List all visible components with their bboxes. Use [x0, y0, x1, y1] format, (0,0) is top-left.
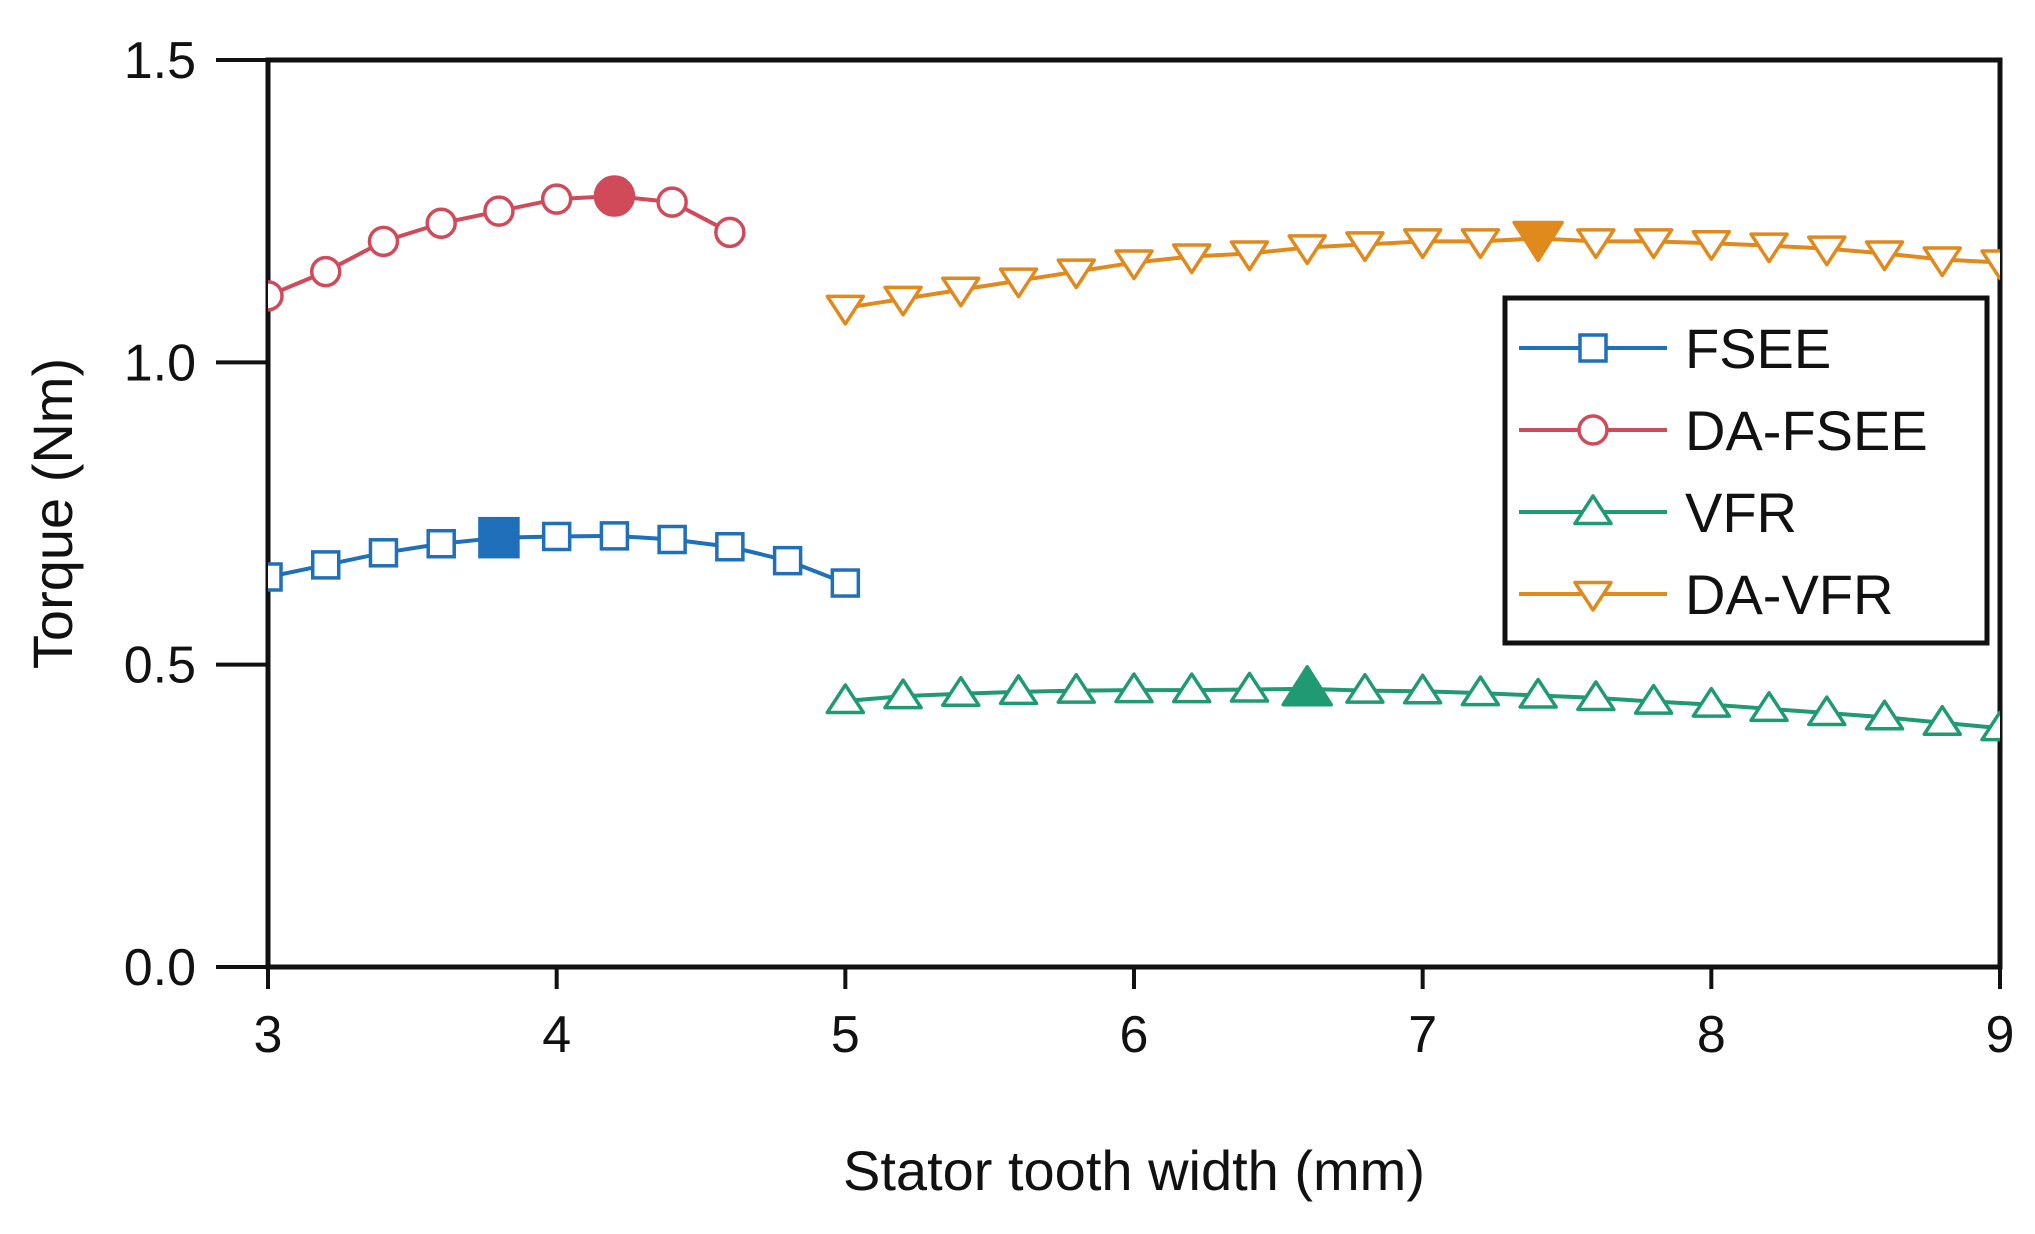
- y-tick-label: 1.0: [124, 334, 196, 392]
- legend-item-da-fsee: DA-FSEE: [1519, 399, 1928, 462]
- x-tick-label: 4: [542, 1006, 571, 1064]
- legend-label-da-vfr: DA-VFR: [1685, 563, 1893, 626]
- data-point-fsee: [599, 521, 630, 551]
- data-point-da-vfr: [1980, 249, 2000, 281]
- optimum-point-vfr: [1281, 665, 1333, 707]
- series-fsee: [268, 516, 861, 598]
- data-point-vfr: [1229, 671, 1270, 703]
- optimum-point-da-fsee: [593, 175, 636, 217]
- x-tick-label: 9: [1986, 1006, 2015, 1064]
- data-point-da-vfr: [941, 276, 981, 308]
- data-point-da-fsee: [656, 186, 688, 218]
- data-point-fsee: [426, 528, 456, 559]
- data-point-da-vfr: [883, 285, 923, 317]
- data-point-fsee: [657, 524, 687, 555]
- optimum-point-da-vfr: [1512, 220, 1564, 263]
- data-point-da-vfr: [1691, 229, 1732, 261]
- series-layer: [268, 175, 2000, 742]
- data-point-da-vfr: [1576, 228, 1616, 260]
- optimum-point-fsee: [478, 516, 520, 559]
- legend-marker-fsee: [1578, 333, 1608, 363]
- data-point-da-vfr: [1287, 234, 1327, 266]
- data-point-fsee: [772, 545, 803, 576]
- data-point-da-vfr: [1171, 243, 1212, 275]
- x-tick-label: 3: [254, 1006, 283, 1064]
- series-da-vfr: [825, 220, 2000, 326]
- legend-marker-da-fsee: [1577, 414, 1609, 446]
- series-da-fsee: [268, 175, 746, 312]
- y-tick-label: 1.5: [124, 32, 196, 90]
- data-point-vfr: [1922, 704, 1963, 736]
- x-tick-label: 8: [1697, 1006, 1726, 1064]
- data-point-vfr: [1807, 695, 1847, 727]
- data-point-fsee: [268, 562, 283, 592]
- data-point-da-vfr: [998, 267, 1039, 299]
- data-point-da-vfr: [1460, 228, 1501, 260]
- data-point-da-vfr: [1345, 231, 1385, 263]
- data-point-vfr: [1171, 672, 1212, 704]
- data-point-vfr: [1345, 672, 1385, 704]
- data-point-vfr: [825, 683, 866, 715]
- x-axis-title: Stator tooth width (mm): [843, 1139, 1425, 1202]
- data-point-da-fsee: [309, 255, 342, 288]
- legend: FSEE DA-FSEE VFR DA-VFR: [1502, 295, 1990, 646]
- data-point-vfr: [1691, 686, 1732, 718]
- legend-item-fsee: FSEE: [1519, 317, 1831, 380]
- data-point-vfr: [1864, 699, 1905, 731]
- data-point-da-vfr: [1749, 232, 1789, 264]
- data-point-vfr: [1460, 675, 1501, 707]
- legend-item-vfr: VFR: [1519, 481, 1797, 544]
- data-point-vfr: [1633, 683, 1674, 715]
- data-point-da-vfr: [1864, 240, 1905, 272]
- data-point-vfr: [1749, 691, 1789, 723]
- x-tick-label: 5: [831, 1006, 860, 1064]
- data-point-vfr: [1114, 672, 1154, 704]
- data-point-da-vfr: [1056, 258, 1097, 290]
- data-point-vfr: [1980, 710, 2000, 742]
- y-tick-label: 0.0: [124, 939, 196, 997]
- data-point-vfr: [883, 678, 923, 710]
- data-point-fsee: [310, 550, 341, 580]
- data-point-da-vfr: [1807, 235, 1847, 267]
- data-point-da-fsee: [268, 280, 284, 312]
- data-point-da-vfr: [1229, 240, 1270, 272]
- data-point-da-vfr: [1633, 228, 1674, 260]
- legend-label-fsee: FSEE: [1685, 317, 1831, 380]
- data-point-vfr: [1056, 672, 1097, 704]
- legend-item-da-vfr: DA-VFR: [1519, 563, 1893, 626]
- data-point-da-fsee: [483, 195, 515, 227]
- data-point-da-vfr: [825, 294, 866, 326]
- series-vfr: [825, 665, 2000, 742]
- data-point-da-fsee: [425, 207, 457, 240]
- data-point-da-vfr: [1114, 249, 1154, 281]
- data-point-da-fsee: [540, 183, 573, 215]
- y-tick-label: 0.5: [124, 637, 196, 695]
- data-point-da-vfr: [1402, 228, 1443, 260]
- data-point-fsee: [368, 538, 399, 568]
- data-point-da-fsee: [367, 225, 400, 258]
- data-point-vfr: [1518, 677, 1558, 709]
- axes-layer: 3 4 5 6 7 8 9 0.0 0.5 1.0 1.5: [124, 32, 2015, 1064]
- x-tick-label: 6: [1120, 1006, 1149, 1064]
- data-point-fsee: [715, 532, 745, 562]
- data-point-fsee: [541, 521, 572, 552]
- legend-marker-da-vfr: [1573, 580, 1613, 612]
- legend-label-vfr: VFR: [1685, 481, 1797, 544]
- data-point-vfr: [1402, 673, 1443, 705]
- data-point-da-fsee: [714, 216, 746, 249]
- x-tick-label: 7: [1408, 1006, 1437, 1064]
- y-axis-title: Torque (Nm): [21, 358, 84, 669]
- data-point-fsee: [830, 568, 861, 598]
- data-point-vfr: [998, 674, 1039, 706]
- legend-marker-vfr: [1573, 494, 1613, 526]
- legend-label-da-fsee: DA-FSEE: [1685, 399, 1928, 462]
- data-point-vfr: [941, 675, 981, 707]
- data-point-da-vfr: [1922, 246, 1963, 278]
- data-point-vfr: [1576, 680, 1616, 712]
